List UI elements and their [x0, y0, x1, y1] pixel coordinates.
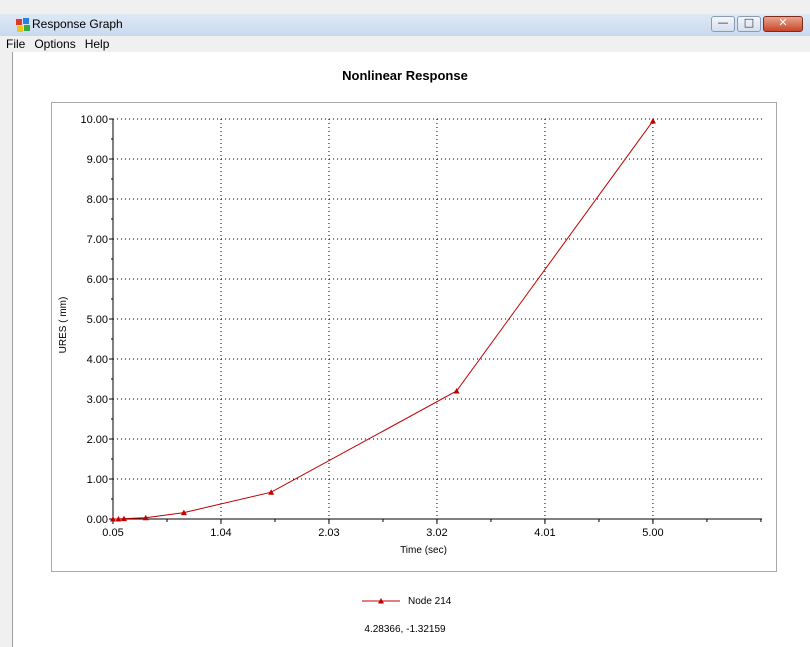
y-tick-label: 6.00: [87, 274, 108, 286]
data-point-marker: [268, 489, 275, 495]
x-tick-label: 0.05: [102, 527, 123, 539]
close-icon: ✕: [778, 16, 788, 29]
data-point-marker: [110, 516, 116, 522]
data-point-marker: [180, 509, 187, 516]
y-tick-label: 5.00: [87, 314, 108, 326]
x-axis-label: Time (sec): [400, 545, 447, 556]
menu-bar: File Options Help: [0, 36, 810, 52]
x-tick-label: 1.04: [210, 527, 231, 539]
y-tick-label: 8.00: [87, 194, 108, 206]
app-colorful-icon: [16, 18, 30, 32]
window-controls: — □ ✕: [709, 16, 803, 32]
y-tick-label: 1.00: [87, 474, 108, 486]
x-tick-label: 5.00: [642, 527, 663, 539]
chart-title: Nonlinear Response: [342, 68, 468, 83]
y-tick-label: 0.00: [87, 514, 108, 526]
chart-frame: [51, 102, 777, 572]
y-tick-label: 2.00: [87, 434, 108, 446]
x-tick-label: 3.02: [426, 527, 447, 539]
close-button[interactable]: ✕: [763, 16, 803, 32]
data-point-marker: [453, 388, 460, 394]
minimize-icon: —: [717, 16, 729, 29]
menu-options[interactable]: Options: [34, 37, 76, 51]
chart-legend: Node 214: [362, 594, 451, 608]
maximize-icon: □: [743, 16, 755, 29]
y-tick-label: 7.00: [87, 234, 108, 246]
y-tick-label: 4.00: [87, 354, 108, 366]
x-tick-label: 4.01: [534, 527, 555, 539]
series-line: [113, 120, 654, 520]
y-axis-label: URES ( mm): [58, 297, 69, 354]
data-point-marker: [115, 516, 122, 522]
menu-file[interactable]: File: [6, 37, 26, 51]
y-tick-label: 9.00: [87, 154, 108, 166]
left-border-strip: [0, 52, 12, 647]
title-bar[interactable]: Response Graph — □ ✕: [0, 14, 810, 36]
menu-help[interactable]: Help: [84, 37, 110, 51]
legend-swatch: [362, 598, 400, 604]
legend-label: Node 214: [408, 595, 452, 607]
minimize-button[interactable]: —: [711, 16, 735, 32]
coordinate-readout: 4.28366, -1.32159: [364, 624, 446, 635]
x-tick-label: 2.03: [318, 527, 339, 539]
maximize-button[interactable]: □: [737, 16, 761, 32]
window-title: Response Graph: [32, 17, 123, 31]
y-tick-label: 3.00: [87, 394, 108, 406]
data-point-marker: [649, 118, 656, 124]
data-point-marker: [142, 514, 149, 521]
data-point-marker: [120, 515, 127, 522]
y-tick-label: 10.00: [80, 114, 108, 126]
